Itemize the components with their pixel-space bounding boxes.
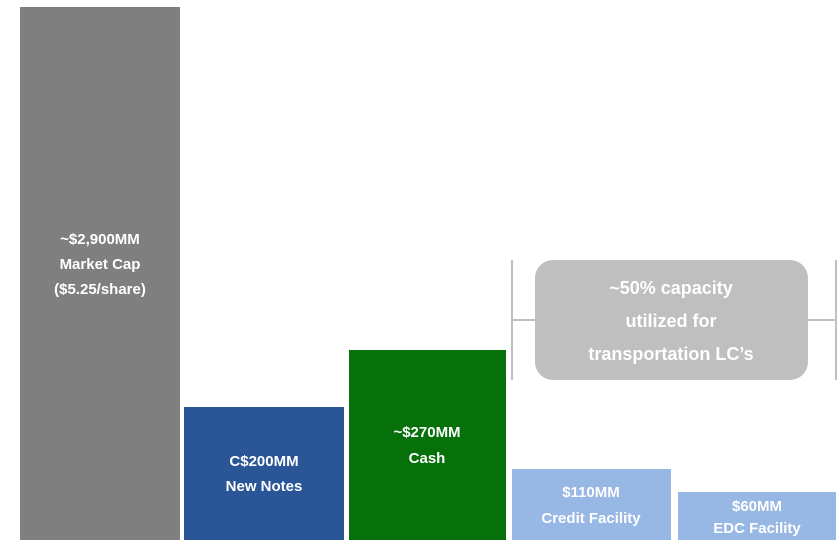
callout-box xyxy=(535,260,808,380)
block-labels: ~$2,900MM Market Cap ($5.25/share) C$200… xyxy=(54,231,801,537)
callout-line: ~50% capacity xyxy=(609,278,733,298)
block-market-cap xyxy=(20,7,180,540)
block-label: $110MM xyxy=(562,484,620,501)
block-label: New Notes xyxy=(226,478,303,495)
bracket xyxy=(511,260,837,380)
callout-line: utilized for xyxy=(626,311,717,331)
block-label: $60MM xyxy=(732,498,782,515)
block-label: Market Cap xyxy=(60,256,141,273)
block-label: Cash xyxy=(409,450,446,467)
block-label: C$200MM xyxy=(229,453,298,470)
block-label: EDC Facility xyxy=(713,520,801,537)
block-label: ~$270MM xyxy=(393,424,460,441)
block-label: ~$2,900MM xyxy=(60,231,140,248)
block-credit-facility xyxy=(512,469,671,540)
block-label: Credit Facility xyxy=(541,510,641,527)
block-cash xyxy=(349,350,506,540)
block-new-notes xyxy=(184,407,344,540)
block-edc-facility xyxy=(678,492,836,540)
block-label: ($5.25/share) xyxy=(54,281,146,298)
callout-text: ~50% capacity utilized for transportatio… xyxy=(588,278,753,364)
callout-line: transportation LC’s xyxy=(588,344,753,364)
